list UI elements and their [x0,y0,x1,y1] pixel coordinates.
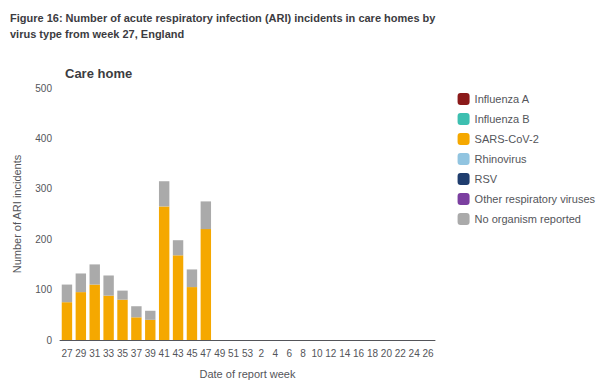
svg-text:41: 41 [159,348,171,359]
svg-text:No organism reported: No organism reported [475,213,581,225]
svg-text:Figure 16: Number of acute res: Figure 16: Number of acute respiratory i… [10,12,436,24]
svg-text:14: 14 [339,348,351,359]
svg-text:29: 29 [75,348,87,359]
svg-text:Number of ARI incidents: Number of ARI incidents [11,154,23,273]
svg-text:45: 45 [186,348,198,359]
svg-text:51: 51 [228,348,240,359]
svg-text:22: 22 [395,348,407,359]
svg-text:0: 0 [46,335,52,346]
svg-text:53: 53 [242,348,254,359]
svg-text:Date of report week: Date of report week [200,368,296,380]
svg-text:200: 200 [35,234,52,245]
svg-text:24: 24 [409,348,421,359]
svg-text:49: 49 [214,348,226,359]
svg-text:300: 300 [35,183,52,194]
svg-text:2: 2 [259,348,265,359]
svg-text:12: 12 [325,348,337,359]
svg-text:virus type from week 27, Engla: virus type from week 27, England [10,28,184,40]
svg-text:47: 47 [200,348,212,359]
svg-text:16: 16 [353,348,365,359]
svg-text:4: 4 [272,348,278,359]
svg-text:37: 37 [131,348,143,359]
svg-text:500: 500 [35,83,52,94]
svg-text:26: 26 [422,348,434,359]
svg-text:27: 27 [61,348,73,359]
svg-text:6: 6 [286,348,292,359]
svg-text:10: 10 [311,348,323,359]
svg-text:35: 35 [117,348,129,359]
svg-text:Rhinovirus: Rhinovirus [475,153,527,165]
svg-text:Other respiratory viruses: Other respiratory viruses [475,193,596,205]
svg-text:31: 31 [89,348,101,359]
svg-text:400: 400 [35,133,52,144]
svg-text:Care home: Care home [65,66,132,81]
svg-text:SARS-CoV-2: SARS-CoV-2 [475,133,539,145]
svg-text:8: 8 [300,348,306,359]
svg-text:18: 18 [367,348,379,359]
svg-text:43: 43 [172,348,184,359]
svg-text:20: 20 [381,348,393,359]
svg-text:39: 39 [145,348,157,359]
svg-text:100: 100 [35,284,52,295]
svg-text:33: 33 [103,348,115,359]
svg-text:RSV: RSV [475,173,498,185]
svg-text:Influenza A: Influenza A [475,93,530,105]
svg-text:Influenza B: Influenza B [475,113,530,125]
